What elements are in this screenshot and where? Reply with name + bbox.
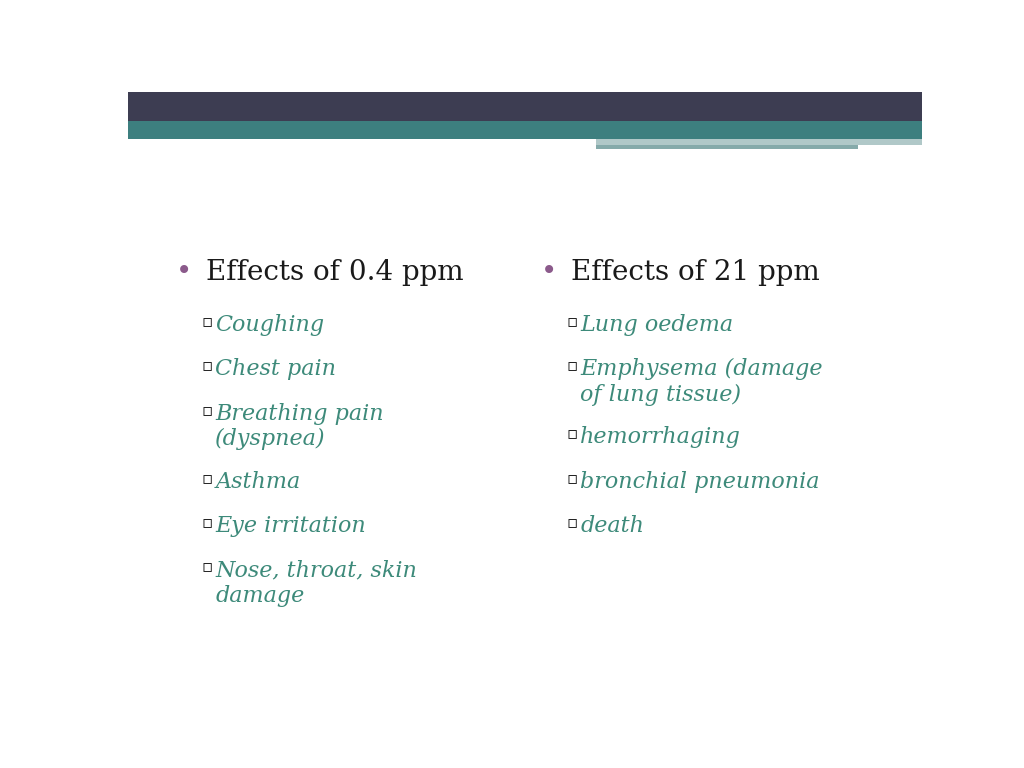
Bar <box>128 121 624 140</box>
Text: ▫: ▫ <box>566 515 578 532</box>
Text: death: death <box>581 515 644 537</box>
Text: ▫: ▫ <box>201 559 212 576</box>
Bar <box>624 121 922 140</box>
Text: Effects of 0.4 ppm: Effects of 0.4 ppm <box>206 259 464 286</box>
Text: Lung oedema: Lung oedema <box>581 314 733 336</box>
Text: ▫: ▫ <box>201 471 212 488</box>
Text: hemorrhaging: hemorrhaging <box>581 426 741 449</box>
Text: Emphysema (damage
of lung tissue): Emphysema (damage of lung tissue) <box>581 358 823 406</box>
Text: ▫: ▫ <box>201 358 212 376</box>
Bar <box>128 92 922 121</box>
Text: •: • <box>176 259 191 286</box>
Text: ▫: ▫ <box>201 402 212 419</box>
Text: Breathing pain
(dyspnea): Breathing pain (dyspnea) <box>215 402 384 450</box>
Text: ▫: ▫ <box>566 358 578 376</box>
Text: Coughing: Coughing <box>215 314 325 336</box>
Text: ▫: ▫ <box>566 314 578 331</box>
Text: •: • <box>541 259 557 286</box>
Text: ▫: ▫ <box>566 426 578 443</box>
Text: ▫: ▫ <box>201 314 212 331</box>
Bar <box>596 145 858 149</box>
Text: Asthma: Asthma <box>215 471 301 492</box>
Text: Effects of 21 ppm: Effects of 21 ppm <box>570 259 819 286</box>
Text: Eye irritation: Eye irritation <box>215 515 366 537</box>
Text: ▫: ▫ <box>201 515 212 532</box>
Text: ▫: ▫ <box>566 471 578 488</box>
Text: bronchial pneumonia: bronchial pneumonia <box>581 471 820 492</box>
Bar <box>596 140 922 145</box>
Text: Chest pain: Chest pain <box>215 358 336 380</box>
Text: Nose, throat, skin
damage: Nose, throat, skin damage <box>215 559 417 607</box>
